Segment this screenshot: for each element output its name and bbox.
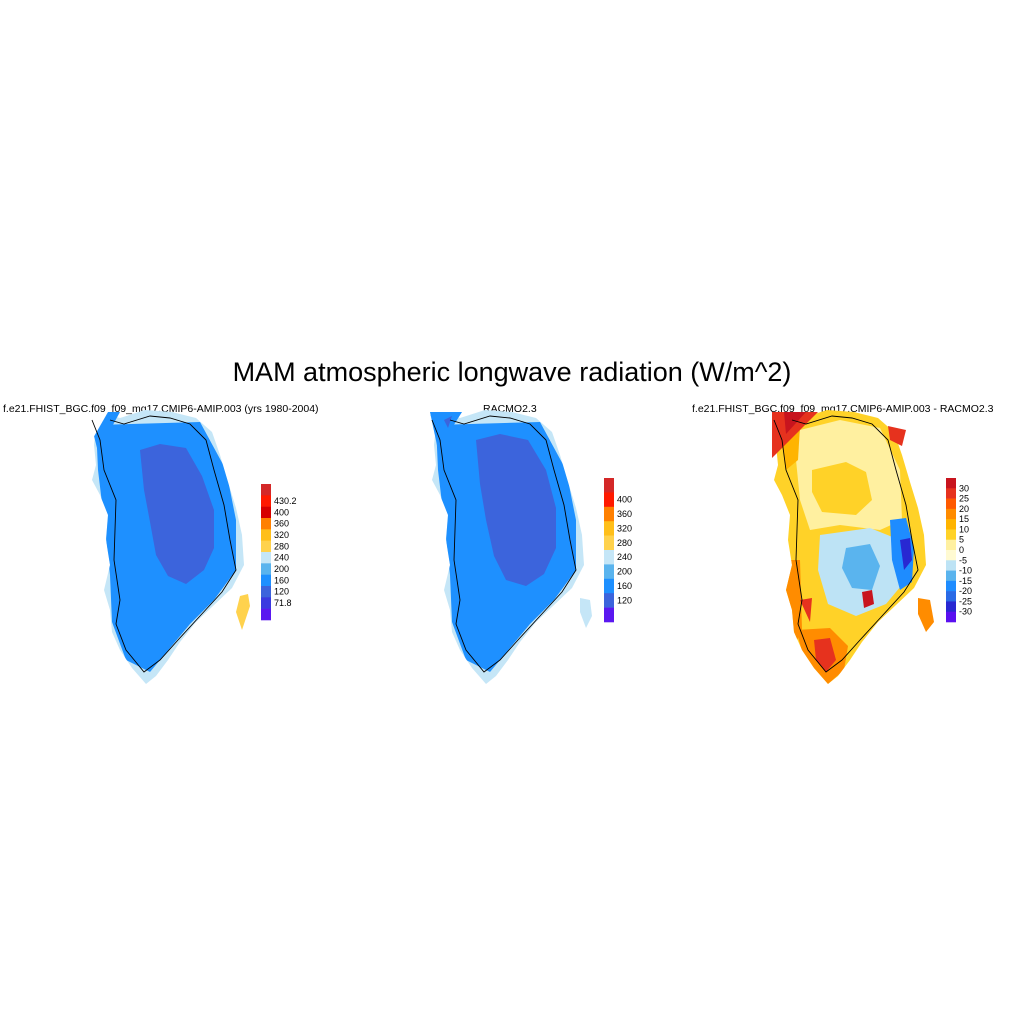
colorbar-swatch <box>946 488 956 499</box>
colorbar-label: 430.2 <box>274 496 297 506</box>
colorbar-label: 10 <box>959 524 969 534</box>
colorbar-swatch <box>261 484 271 496</box>
colorbar-label: 0 <box>959 545 964 555</box>
colorbar-label: -5 <box>959 555 967 565</box>
colorbar-swatch <box>604 535 614 551</box>
colorbar-swatch <box>604 506 614 522</box>
colorbar-label: -15 <box>959 576 972 586</box>
colorbar-swatch <box>946 591 956 602</box>
colorbar-label: -20 <box>959 586 972 596</box>
colorbar-swatch <box>946 611 956 623</box>
colorbar-swatch <box>261 518 271 530</box>
colorbar-swatch <box>946 570 956 582</box>
colorbar-label: 120 <box>274 587 289 597</box>
colorbar-swatch <box>946 529 956 541</box>
colorbar-label: 15 <box>959 514 969 524</box>
colorbar-label: 160 <box>274 575 289 585</box>
colorbar-swatch <box>261 608 271 621</box>
colorbar-label: 20 <box>959 504 969 514</box>
colorbar-swatch <box>604 550 614 565</box>
panel-title-diff: f.e21.FHIST_BGC.f09_f09_mg17.CMIP6-AMIP.… <box>692 403 994 415</box>
colorbar-swatch <box>261 495 271 507</box>
colorbar-swatch <box>946 498 956 510</box>
colorbar-label: 360 <box>617 509 632 519</box>
colorbar-label: 240 <box>274 553 289 563</box>
colorbar-swatch <box>261 586 271 598</box>
colorbar-swatch <box>946 601 956 613</box>
colorbar-swatch <box>604 564 614 580</box>
colorbar-racmo: 400 360 320 280 240 200 160 120 <box>604 478 632 623</box>
colorbar-swatch <box>604 478 614 493</box>
colorbar-label: 200 <box>274 564 289 574</box>
colorbar-swatch <box>604 607 614 623</box>
colorbar-label: 320 <box>274 530 289 540</box>
colorbar-swatch <box>946 580 956 592</box>
colorbar-label: 240 <box>617 552 632 562</box>
colorbar-swatch <box>604 521 614 536</box>
colorbar-label: 25 <box>959 494 969 504</box>
colorbar-label: -25 <box>959 596 972 606</box>
colorbar-label: 280 <box>617 538 632 548</box>
colorbar-label: 400 <box>274 507 289 517</box>
colorbar-swatch <box>261 529 271 541</box>
colorbar-label: 160 <box>617 581 632 591</box>
colorbar-swatch <box>946 550 956 561</box>
colorbar-swatch <box>261 552 271 564</box>
colorbar-swatch <box>261 540 271 553</box>
colorbar-label: 120 <box>617 595 632 605</box>
colorbar-swatch <box>261 597 271 609</box>
colorbar-label: 71.8 <box>274 598 292 608</box>
colorbar-label: 30 <box>959 483 969 493</box>
colorbar-label: 360 <box>274 519 289 529</box>
colorbar-swatch <box>946 539 956 551</box>
colorbar-label: -30 <box>959 607 972 617</box>
colorbar-label: 280 <box>274 541 289 551</box>
figure-title: MAM atmospheric longwave radiation (W/m^… <box>232 357 792 387</box>
colorbar-label: 320 <box>617 523 632 533</box>
colorbar-swatch <box>946 519 956 530</box>
panel-title-model: f.e21.FHIST_BGC.f09_f09_mg17.CMIP6-AMIP.… <box>3 403 319 415</box>
colorbar-swatch <box>604 593 614 608</box>
colorbar-swatch <box>946 508 956 520</box>
colorbar-swatch <box>946 478 956 489</box>
map-panel-racmo: 400 360 320 280 240 200 160 120 <box>430 410 632 684</box>
colorbar-swatch <box>946 560 956 571</box>
colorbar-label: 400 <box>617 495 632 505</box>
colorbar-label: 5 <box>959 535 964 545</box>
colorbar-swatch <box>261 563 271 575</box>
colorbar-label: -10 <box>959 566 972 576</box>
colorbar-swatch <box>261 506 271 519</box>
colorbar-swatch <box>604 578 614 594</box>
colorbar-label: 200 <box>617 567 632 577</box>
colorbar-swatch <box>261 574 271 587</box>
colorbar-swatch <box>604 492 614 508</box>
